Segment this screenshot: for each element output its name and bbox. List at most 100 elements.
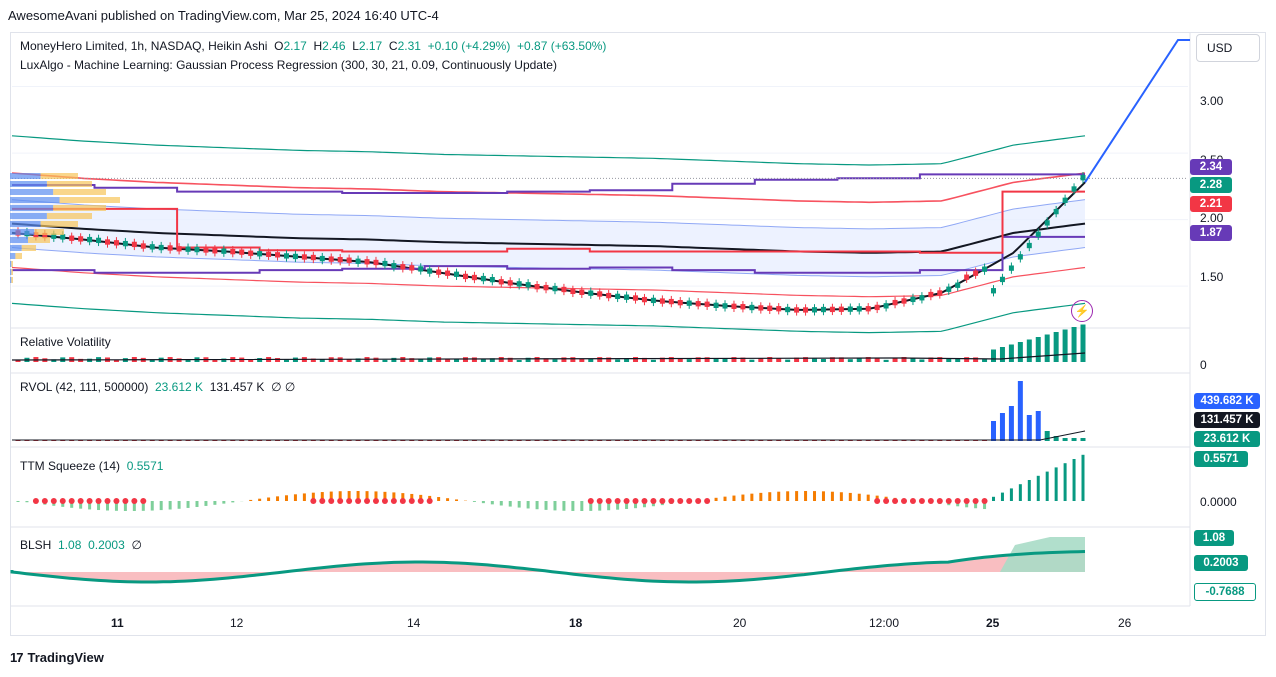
- relvol-bar: [659, 357, 665, 362]
- relvol-bar: [829, 357, 835, 362]
- relvol-bar: [910, 358, 916, 362]
- ttm-histogram-bar: [481, 501, 485, 504]
- blsh-value3: ∅: [131, 538, 142, 552]
- squeeze-dot: [909, 498, 916, 504]
- ttm-histogram-bar: [830, 491, 834, 501]
- relvol-bar: [221, 358, 227, 362]
- relvol-bar: [749, 359, 755, 362]
- candle-body: [973, 270, 979, 276]
- candle-body: [301, 254, 307, 260]
- candle-body: [552, 285, 558, 292]
- blsh-badge-1: 1.08: [1194, 530, 1234, 546]
- ttm-histogram-bar: [1063, 463, 1067, 501]
- candle-body: [820, 306, 826, 313]
- candle-body: [203, 247, 209, 253]
- currency-button[interactable]: USD: [1196, 34, 1260, 62]
- squeeze-dot: [68, 498, 75, 504]
- relvol-bar: [999, 347, 1005, 362]
- candle-body: [1026, 242, 1032, 249]
- indicator-legend: LuxAlgo - Machine Learning: Gaussian Pro…: [20, 58, 557, 72]
- high-value: 2.46: [322, 39, 346, 53]
- outer-upper-red: [11, 172, 1086, 204]
- ttm-histogram-bar: [195, 501, 199, 507]
- relvol-bar: [615, 359, 621, 362]
- candle-body: [498, 279, 504, 285]
- rvol-line: [12, 430, 1086, 441]
- ttm-histogram-bar: [821, 491, 825, 501]
- candle-body: [212, 248, 218, 254]
- candle-body: [382, 260, 388, 267]
- candle-body: [78, 236, 84, 242]
- relvol-zero: 0: [1200, 358, 1207, 372]
- relvol-bar: [391, 357, 397, 362]
- blsh-badge-2: 0.2003: [1194, 555, 1248, 571]
- volume-profile-bar: [10, 229, 35, 235]
- ttm-histogram-bar: [16, 501, 20, 502]
- relvol-bar: [740, 357, 746, 362]
- relvol-bar: [579, 358, 585, 362]
- volume-profile-bar: [10, 173, 41, 179]
- relvol-bar: [561, 357, 567, 362]
- candle-body: [606, 292, 612, 299]
- relvol-bar: [928, 357, 934, 362]
- relvol-bar: [427, 357, 433, 362]
- ttm-histogram-bar: [267, 497, 271, 501]
- relvol-bar: [1017, 342, 1023, 362]
- ttm-histogram-bar: [79, 501, 83, 509]
- ttm-histogram-bar: [1027, 480, 1031, 501]
- relvol-bar: [776, 358, 782, 362]
- candle-body: [525, 282, 531, 288]
- ttm-histogram-bar: [356, 491, 360, 501]
- relvol-bar: [794, 357, 800, 362]
- ttm-histogram-bar: [132, 501, 136, 511]
- blsh-red-area: [12, 551, 1085, 582]
- candle-body: [713, 302, 719, 308]
- candle-body: [812, 307, 818, 313]
- ttm-histogram-bar: [159, 501, 163, 511]
- rvol-bar: [1026, 415, 1032, 441]
- candle-body: [60, 234, 66, 240]
- tradingview-logo[interactable]: 17 TradingView: [10, 650, 104, 665]
- ttm-histogram-bar: [526, 501, 530, 509]
- ttm-histogram-bar: [544, 501, 548, 510]
- relvol-bar: [892, 357, 898, 362]
- relvol-bar: [668, 357, 674, 362]
- ttm-histogram-bar: [866, 494, 870, 501]
- squeeze-dot: [927, 498, 934, 504]
- tradingview-brand: TradingView: [27, 650, 104, 665]
- squeeze-dot: [650, 498, 657, 504]
- relvol-bar: [803, 357, 809, 362]
- ttm-histogram-bar: [1081, 454, 1085, 501]
- relvol-bar: [346, 359, 352, 362]
- candle-body: [42, 232, 48, 239]
- volume-profile-bar: [10, 269, 12, 275]
- volume-profile-bar: [46, 181, 92, 187]
- change-value: +0.10 (+4.29%): [427, 39, 511, 53]
- squeeze-dot: [677, 498, 684, 504]
- volume-profile-bar: [10, 253, 16, 259]
- rvol-bar: [991, 421, 997, 441]
- candle-body: [1071, 186, 1077, 192]
- squeeze-dot: [372, 498, 379, 504]
- squeeze-dot: [972, 498, 979, 504]
- ttm-legend: TTM Squeeze (14) 0.5571: [20, 459, 163, 473]
- lightning-icon[interactable]: ⚡: [1071, 300, 1093, 322]
- squeeze-dot: [686, 498, 693, 504]
- squeeze-dot: [426, 498, 433, 504]
- relvol-bar: [1062, 329, 1068, 362]
- candle-body: [677, 299, 683, 306]
- purple-lower-level: [12, 235, 1085, 274]
- relvol-bar: [982, 359, 988, 362]
- ttm-histogram-bar: [186, 501, 190, 508]
- ttm-histogram-bar: [598, 501, 602, 511]
- candle-body: [1062, 197, 1068, 203]
- candle-body: [722, 303, 728, 309]
- ttm-histogram-bar: [571, 501, 575, 511]
- relvol-bar: [248, 359, 254, 362]
- relvol-bar: [624, 358, 630, 362]
- relvol-bar: [946, 358, 952, 362]
- candle-body: [409, 265, 415, 271]
- candle-body: [185, 246, 191, 252]
- volume-profile-bar: [34, 229, 64, 235]
